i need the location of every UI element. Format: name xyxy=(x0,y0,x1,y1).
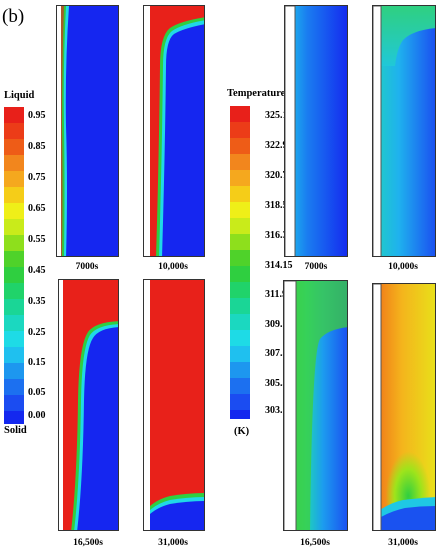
liquid-time-label: 10,000s xyxy=(158,262,188,272)
temperature-colorbar xyxy=(230,106,250,419)
temperature-unit: (K) xyxy=(234,426,250,437)
liquid-tick: 0.25 xyxy=(28,327,46,338)
liquid-field-7000s-contours xyxy=(57,6,69,256)
temperature-field-16500s-gradient xyxy=(284,281,347,530)
liquid-tick: 0.15 xyxy=(28,357,46,368)
liquid-tick: 0.55 xyxy=(28,234,46,245)
liquid-tick: 0.35 xyxy=(28,296,46,307)
temperature-field-31000s xyxy=(372,283,436,531)
liquid-tick: 0.05 xyxy=(28,387,46,398)
liquid-tick: 0.45 xyxy=(28,265,46,276)
temperature-tick: 318.55 xyxy=(265,200,293,211)
temperature-tick: 316.35 xyxy=(265,230,293,241)
temperature-colorbar-swatches xyxy=(230,106,250,419)
liquid-field-7000s xyxy=(56,5,119,257)
temperature-time-label: 31,000s xyxy=(388,538,418,548)
liquid-field-31000s-contours xyxy=(144,280,204,530)
liquid-colorbar-swatches xyxy=(4,107,24,424)
temperature-field-16500s xyxy=(283,280,348,531)
liquid-field-31000s xyxy=(143,279,205,531)
temperature-colorbar-title: Temperature xyxy=(227,88,286,99)
liquid-time-label: 16,500s xyxy=(73,538,103,548)
liquid-colorbar-title: Liquid xyxy=(4,90,35,101)
liquid-tick: 0.65 xyxy=(28,203,46,214)
temperature-time-label: 10,000s xyxy=(388,262,418,272)
temperature-time-label: 16,500s xyxy=(300,538,330,548)
liquid-time-label: 7000s xyxy=(75,262,99,272)
temperature-tick: 309.75 xyxy=(265,319,293,330)
liquid-tick: 0.75 xyxy=(28,172,46,183)
temperature-tick: 325.15 xyxy=(265,110,293,121)
liquid-tick: 0.85 xyxy=(28,141,46,152)
liquid-colorbar-bottom-title: Solid xyxy=(4,425,27,436)
liquid-field-10000s-contours xyxy=(144,6,204,256)
temperature-field-31000s-gradient xyxy=(373,284,435,530)
temperature-field-10000s-gradient xyxy=(373,6,435,256)
temperature-time-label: 7000s xyxy=(304,262,328,272)
panel-label: (b) xyxy=(2,6,25,27)
liquid-field-10000s xyxy=(143,5,205,257)
temperature-tick: 314.15 xyxy=(265,260,293,271)
temperature-field-7000s xyxy=(284,5,348,257)
temperature-tick: 303.15 xyxy=(265,405,293,416)
temperature-field-10000s xyxy=(372,5,436,257)
liquid-colorbar xyxy=(4,107,24,424)
liquid-time-label: 31,000s xyxy=(158,538,188,548)
temperature-tick: 311.95 xyxy=(265,289,292,300)
temperature-tick: 305.35 xyxy=(265,378,293,389)
temperature-tick: 322.95 xyxy=(265,140,293,151)
liquid-tick: 0.95 xyxy=(28,110,46,121)
liquid-field-16500s xyxy=(58,279,119,531)
temperature-tick: 320.75 xyxy=(265,170,293,181)
temperature-field-7000s-gradient xyxy=(285,6,347,256)
temperature-tick: 307.55 xyxy=(265,348,293,359)
liquid-field-16500s-contours xyxy=(59,280,118,530)
liquid-tick: 0.00 xyxy=(28,410,46,421)
